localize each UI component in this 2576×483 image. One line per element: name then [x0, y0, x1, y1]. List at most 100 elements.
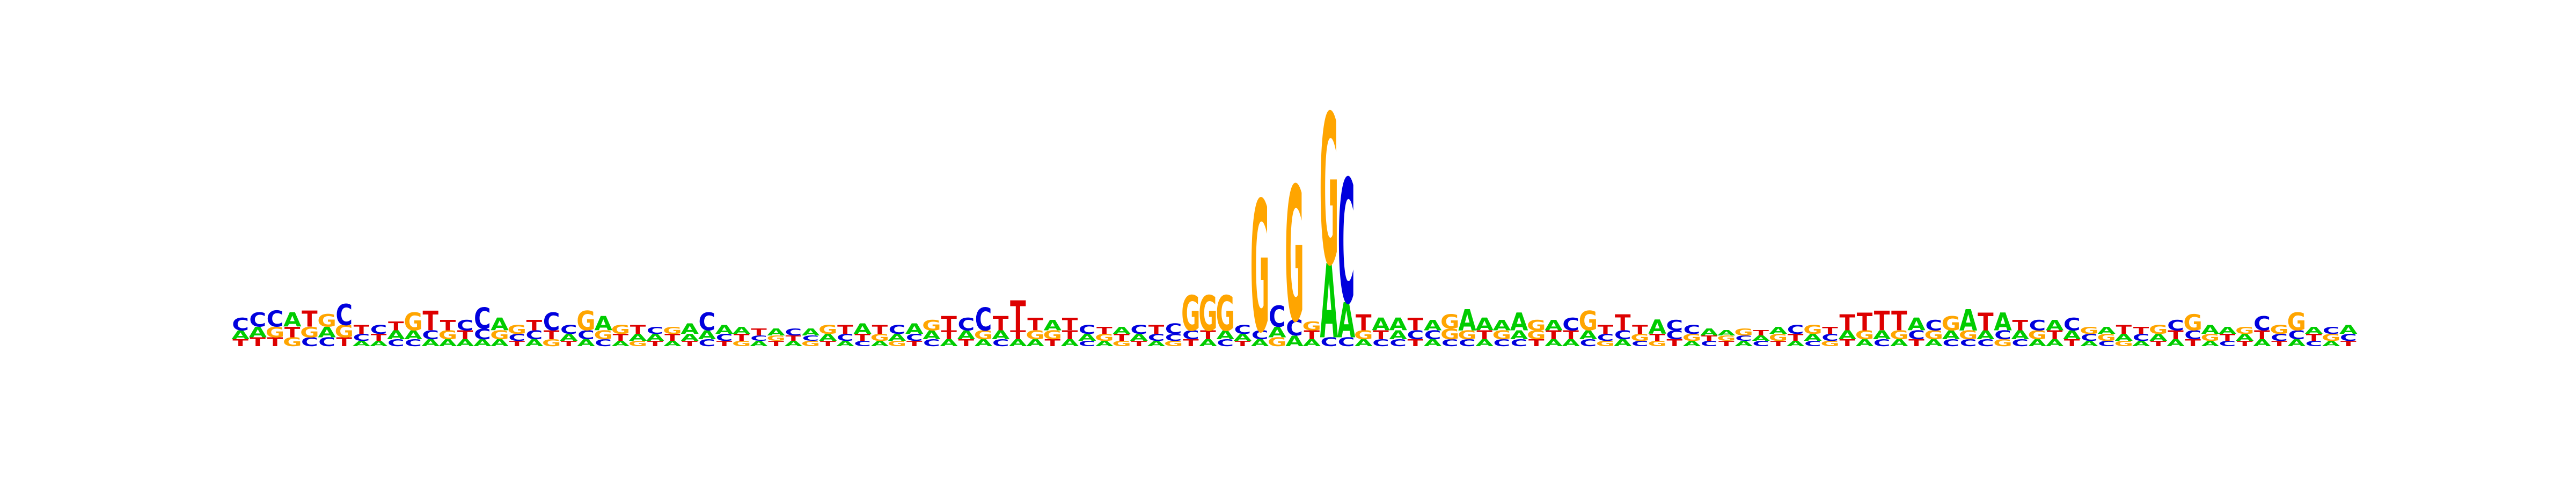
logo-letter-g: G [2201, 332, 2220, 343]
logo-letter-a: A [2063, 328, 2081, 342]
logo-letter-c: C [1943, 337, 1960, 348]
logo-column: GCT [1596, 323, 1615, 348]
logo-column: AGC [1682, 323, 1701, 348]
logo-letter-c: C [1372, 337, 1389, 348]
logo-letter-a: A [525, 337, 544, 348]
logo-letter-c: C [2253, 313, 2271, 335]
logo-letter-a: A [1424, 337, 1442, 348]
logo-letter-a: A [1977, 328, 1995, 342]
logo-letter-g: G [1890, 328, 1908, 342]
logo-letter-a: A [1372, 314, 1390, 334]
logo-letter-t: T [2220, 332, 2236, 343]
logo-letter-g: G [2183, 310, 2202, 335]
logo-column: CTA [1372, 314, 1390, 348]
logo-letter-g: G [2322, 332, 2340, 343]
logo-letter-t: T [941, 313, 956, 335]
logo-letter-a: A [577, 337, 595, 348]
logo-letter-c: C [577, 328, 595, 342]
logo-letter-a: A [370, 339, 388, 348]
logo-letter-t: T [1183, 337, 1199, 348]
logo-column: TAC [957, 314, 976, 348]
logo-column: ATT [1061, 314, 1079, 348]
logo-letter-t: T [1408, 314, 1424, 334]
logo-letter-c: C [1735, 334, 1752, 342]
logo-column: CGA [1959, 303, 1978, 348]
logo-letter-c: C [370, 323, 387, 337]
logo-column: AGC [2028, 317, 2047, 348]
logo-column: ACT [1614, 310, 1632, 349]
logo-letter-a: A [1251, 337, 1269, 348]
logo-letter-a: A [1735, 339, 1753, 348]
logo-letter-a: A [2322, 339, 2340, 348]
logo-column: TCG [2183, 310, 2202, 349]
logo-letter-t: T [751, 326, 767, 338]
logo-letter-g: G [2270, 323, 2288, 337]
logo-letter-c: C [560, 323, 577, 337]
logo-letter-t: T [2047, 328, 2063, 342]
logo-letter-a: A [318, 324, 336, 341]
logo-letter-g: G [1579, 305, 1598, 336]
logo-letter-c: C [1234, 323, 1252, 337]
logo-columns: TACTACTGCGTACGTCAGTGCACTATCCATCAGACTAGTA… [231, 72, 2358, 373]
logo-letter-c: C [1338, 145, 1355, 343]
logo-letter-t: T [1114, 332, 1130, 343]
logo-letter-a: A [871, 339, 889, 348]
logo-letter-t: T [371, 332, 387, 343]
logo-letter-g: G [266, 324, 284, 341]
logo-letter-a: A [491, 314, 509, 334]
logo-letter-a: A [2011, 328, 2029, 342]
logo-letter-t: T [993, 313, 1008, 335]
logo-letter-t: T [906, 339, 923, 348]
logo-letter-a: A [1924, 337, 1943, 348]
logo-letter-a: A [2288, 337, 2306, 348]
logo-letter-t: T [1131, 339, 1147, 348]
logo-column: TAA [680, 320, 699, 348]
logo-letter-t: T [1356, 310, 1372, 335]
logo-column: ACG [576, 305, 595, 348]
logo-letter-g: G [1855, 328, 1874, 342]
logo-column: GCA [801, 326, 820, 348]
logo-letter-g: G [1026, 328, 1044, 342]
logo-letter-c: C [405, 337, 422, 348]
logo-letter-a: A [1302, 337, 1321, 348]
logo-letter-t: T [1563, 328, 1579, 342]
logo-column: TGG [1527, 317, 1546, 348]
logo-letter-c: C [1597, 332, 1614, 343]
logo-column: CAG [922, 317, 941, 348]
logo-letter-a: A [1320, 243, 1338, 362]
logo-letter-g: G [507, 323, 526, 337]
logo-letter-a: A [2149, 332, 2168, 343]
logo-letter-a: A [1752, 334, 1770, 342]
logo-letter-t: T [1027, 314, 1043, 334]
logo-letter-c: C [595, 337, 612, 348]
logo-letter-c: C [1562, 314, 1579, 334]
logo-column: AGC [1924, 317, 1943, 348]
logo-letter-g: G [335, 321, 354, 341]
logo-column: TAC [249, 309, 267, 349]
logo-letter-t: T [1701, 334, 1717, 342]
logo-column: ACG [2287, 308, 2306, 348]
logo-letter-a: A [2046, 337, 2064, 348]
logo-letter-a: A [283, 309, 302, 332]
logo-letter-t: T [1874, 305, 1890, 336]
logo-column: ACT [422, 305, 440, 348]
logo-letter-t: T [284, 324, 301, 341]
logo-letter-c: C [1684, 323, 1701, 337]
logo-letter-t: T [1096, 325, 1113, 336]
logo-column: ATG [663, 325, 682, 348]
logo-letter-a: A [439, 337, 457, 348]
logo-letter-t: T [872, 323, 888, 337]
logo-column: ACG [1285, 149, 1304, 363]
logo-letter-a: A [1044, 317, 1062, 334]
logo-letter-a: A [1545, 337, 1563, 348]
logo-letter-g: G [2287, 308, 2306, 336]
logo-letter-t: T [941, 328, 957, 342]
logo-column: GAC [888, 323, 906, 348]
logo-column: AGA [490, 314, 509, 348]
logo-letter-g: G [1993, 337, 2012, 348]
logo-letter-a: A [767, 326, 785, 338]
logo-letter-g: G [2028, 328, 2047, 342]
logo-letter-a: A [698, 328, 716, 342]
logo-letter-a: A [1147, 339, 1166, 348]
logo-letter-a: A [1717, 329, 1736, 338]
